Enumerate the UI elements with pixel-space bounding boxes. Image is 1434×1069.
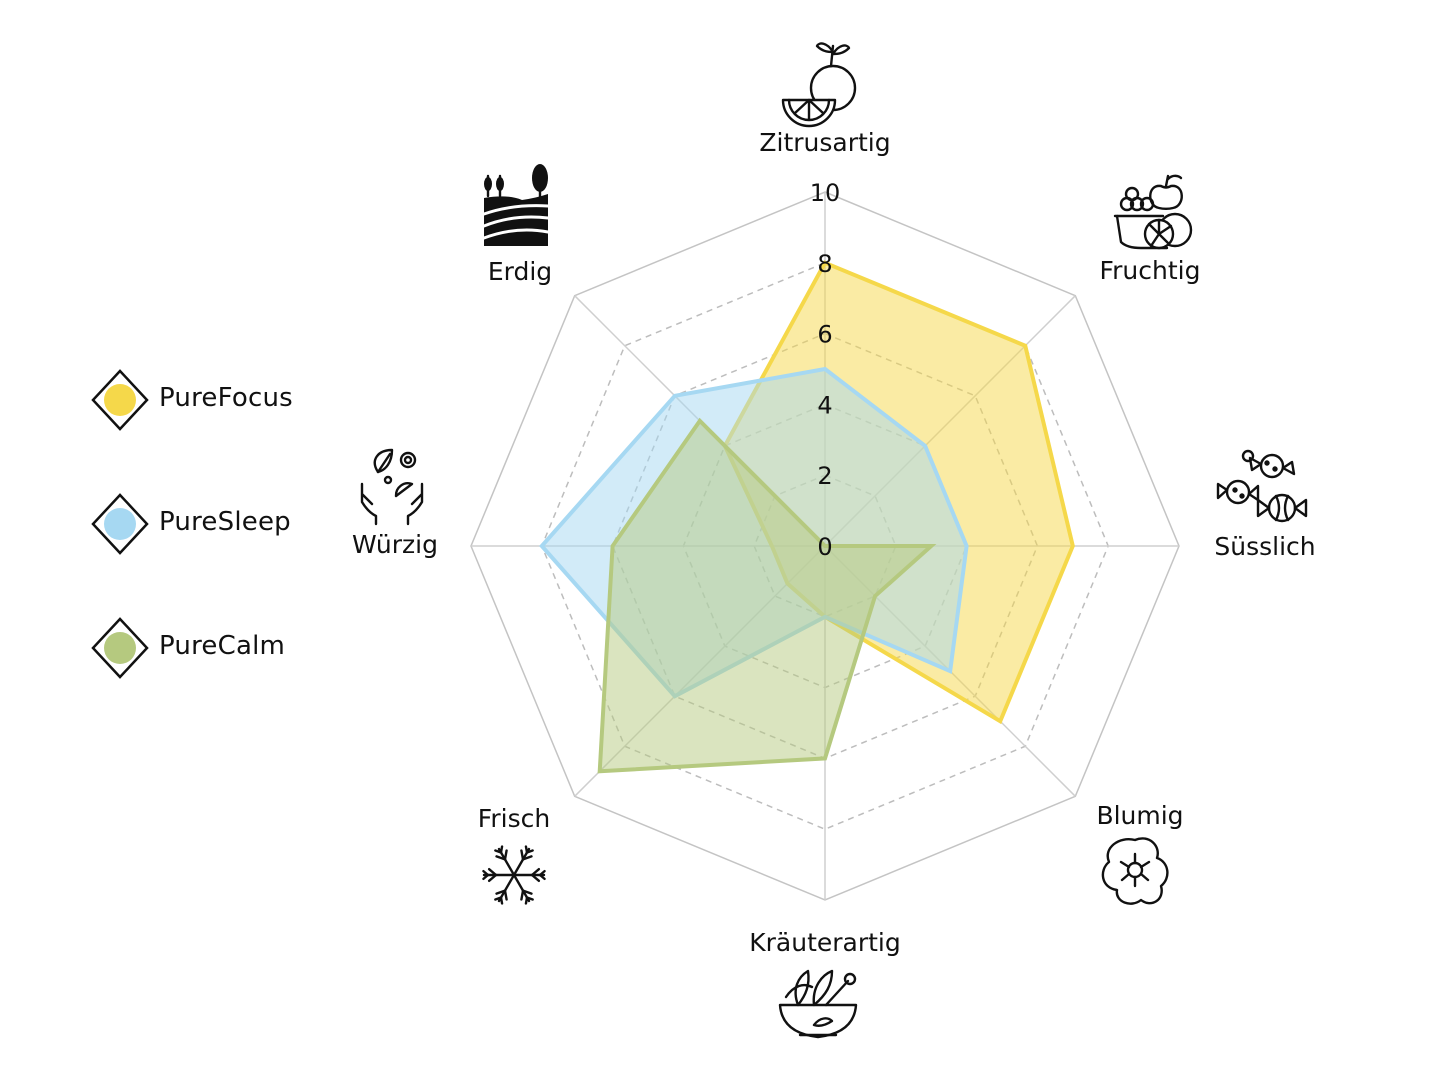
radar-tick-labels: 0 2 4 6 8 10 [810, 179, 841, 561]
tick-label-0: 0 [817, 533, 832, 561]
radar-axis-labels: Zitrusartig Fruchtig Süsslich Blumig Kräuter… [352, 128, 1316, 957]
legend: PureFocus PureSleep PureCalm [90, 368, 390, 688]
series-area-purecalm[interactable] [597, 417, 937, 774]
radar-axis-icons [360, 42, 1308, 1039]
radar-series-areas [539, 260, 1075, 774]
axis-label-erdig: Erdig [488, 257, 552, 286]
spice-hands-icon [360, 448, 424, 526]
tick-label-6: 6 [817, 321, 832, 349]
axis-label-wurzig: Würzig [352, 530, 438, 559]
legend-label-puresleep: PureSleep [159, 507, 291, 537]
flower-icon [1101, 837, 1169, 905]
tick-label-4: 4 [817, 391, 832, 419]
herb-bowl-icon [778, 969, 858, 1039]
fruit-basket-icon [1113, 174, 1193, 250]
axis-label-blumig: Blumig [1096, 801, 1183, 830]
grid-ring-4 [540, 261, 1110, 831]
legend-label-purefocus: PureFocus [159, 383, 293, 413]
legend-marker-purefocus [91, 369, 149, 431]
legend-marker-purecalm [91, 617, 149, 679]
legend-item-purecalm[interactable]: PureCalm [90, 616, 390, 680]
tick-label-2: 2 [817, 462, 832, 490]
axis-label-susslich: Süsslich [1214, 532, 1315, 561]
tick-label-10: 10 [810, 179, 841, 207]
axis-label-frisch: Frisch [478, 804, 550, 833]
axis-label-krauterartig: Kräuterartig [749, 928, 901, 957]
legend-marker-puresleep [91, 493, 149, 555]
candy-icon [1216, 449, 1308, 523]
tick-label-8: 8 [817, 250, 832, 278]
axis-label-zitrusartig: Zitrusartig [759, 128, 890, 157]
legend-item-puresleep[interactable]: PureSleep [90, 492, 390, 556]
landscape-icon [482, 164, 550, 246]
legend-label-purecalm: PureCalm [159, 631, 286, 661]
snowflake-icon [482, 845, 546, 905]
citrus-fruit-icon [781, 42, 857, 128]
axis-label-fruchtig: Fruchtig [1100, 256, 1201, 285]
legend-item-purefocus[interactable]: PureFocus [90, 368, 390, 432]
